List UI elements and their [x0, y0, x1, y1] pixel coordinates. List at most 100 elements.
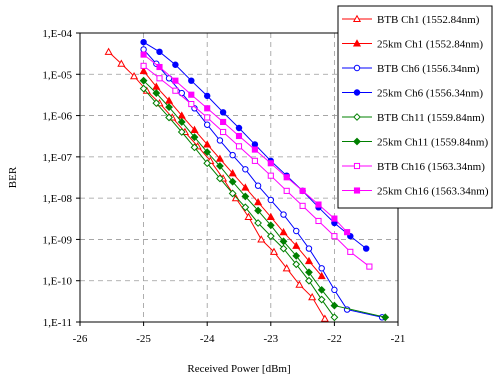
data-point	[279, 227, 288, 236]
x-tick-label: -23	[263, 333, 278, 345]
data-point	[216, 174, 224, 183]
series-7	[140, 62, 373, 270]
data-point	[190, 143, 199, 152]
data-point	[279, 244, 288, 253]
data-point	[140, 38, 147, 46]
legend-label: 25km Ch6 (1556.34nm)	[377, 88, 483, 100]
data-point	[331, 286, 338, 294]
legend-label: BTB Ch11 (1559.84nm)	[377, 112, 485, 124]
data-point	[251, 157, 258, 164]
legend-label: BTB Ch6 (1556.34nm)	[377, 63, 480, 75]
data-point	[152, 99, 161, 108]
data-point	[266, 221, 275, 230]
data-point	[219, 109, 227, 116]
x-tick-label: -25	[136, 333, 151, 345]
legend-marker	[353, 162, 361, 170]
y-tick-label: 1,E-08	[42, 193, 72, 205]
series-3	[140, 46, 386, 321]
data-point	[164, 96, 174, 104]
data-point	[130, 71, 139, 80]
data-point	[165, 113, 173, 122]
legend-label: BTB Ch1 (1552.84nm)	[377, 14, 480, 26]
data-point	[204, 114, 211, 121]
data-point	[188, 101, 195, 108]
data-point	[152, 89, 161, 98]
data-point	[216, 137, 224, 144]
data-point	[220, 128, 227, 136]
legend-marker	[353, 89, 361, 96]
data-point	[203, 121, 211, 128]
data-point	[292, 251, 301, 260]
x-tick-label: -21	[391, 333, 406, 345]
series-6	[139, 76, 390, 322]
data-point	[283, 187, 290, 194]
series-5	[139, 84, 339, 322]
data-point	[362, 245, 370, 252]
series-layer	[104, 38, 390, 322]
legend-marker	[352, 39, 362, 47]
legend-item: BTB Ch1 (1552.84nm)	[342, 14, 480, 26]
x-axis-label: Received Power [dBm]	[187, 363, 290, 375]
data-point	[177, 118, 186, 126]
data-point	[269, 247, 279, 255]
data-point	[220, 118, 227, 126]
legend-item: 25km Ch1 (1552.84nm)	[342, 39, 483, 51]
data-point	[172, 87, 179, 94]
data-point	[188, 77, 195, 84]
data-point	[177, 128, 186, 136]
data-point	[292, 241, 301, 249]
legend-marker	[353, 137, 361, 146]
legend-item: BTB Ch6 (1556.34nm)	[342, 63, 480, 75]
data-point	[254, 206, 262, 215]
data-point	[308, 292, 317, 301]
series-line	[143, 49, 383, 318]
legend-label: 25km Ch1 (1552.84nm)	[377, 39, 483, 51]
x-tick-label: -22	[327, 333, 342, 345]
data-point	[172, 77, 179, 84]
data-point	[266, 232, 275, 241]
legend-marker	[352, 14, 362, 23]
legend-item: 25km Ch16 (1563.34nm)	[342, 186, 489, 198]
series-line	[143, 88, 335, 318]
data-point	[282, 264, 291, 272]
data-point	[304, 256, 314, 265]
data-point	[215, 154, 224, 162]
series-line	[108, 51, 326, 319]
data-point	[241, 192, 250, 201]
data-point	[347, 248, 354, 255]
data-point	[317, 271, 326, 280]
legend-item: 25km Ch11 (1559.84nm)	[342, 137, 488, 149]
data-point	[203, 159, 212, 168]
data-point	[331, 233, 338, 240]
data-point	[139, 66, 148, 75]
data-point	[188, 91, 195, 98]
legend-item: BTB Ch16 (1563.34nm)	[342, 161, 485, 173]
data-point	[254, 219, 262, 227]
data-point	[104, 47, 113, 55]
data-point	[344, 229, 351, 236]
legend: BTB Ch1 (1552.84nm) 25km Ch1 (1552.84nm) B…	[337, 5, 493, 209]
data-point	[229, 151, 236, 159]
data-point	[235, 124, 243, 132]
legend-marker	[353, 187, 361, 194]
data-point	[381, 313, 390, 322]
y-tick-label: 1,E-07	[42, 152, 72, 164]
data-point	[305, 245, 313, 252]
data-point	[251, 141, 259, 148]
x-tick-label: -24	[200, 333, 215, 345]
data-point	[190, 125, 199, 133]
data-point	[330, 301, 339, 310]
data-point	[299, 187, 306, 194]
data-point	[244, 212, 253, 221]
data-point	[203, 140, 212, 148]
legend-box	[337, 5, 493, 209]
data-point	[283, 174, 290, 181]
series-4	[140, 38, 370, 252]
data-point	[317, 285, 326, 294]
data-point	[216, 162, 224, 170]
data-point	[279, 237, 288, 246]
data-point	[172, 61, 179, 68]
legend-label: 25km Ch11 (1559.84nm)	[377, 137, 488, 149]
legend-label: BTB Ch16 (1563.34nm)	[377, 161, 485, 173]
data-point	[299, 202, 306, 209]
